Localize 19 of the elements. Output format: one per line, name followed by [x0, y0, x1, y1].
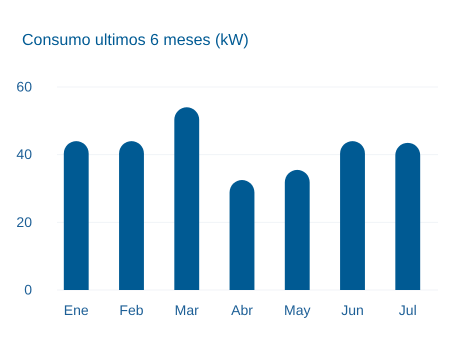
- y-tick-label: 40: [16, 146, 32, 162]
- bar: [230, 180, 254, 290]
- bar: [174, 107, 200, 290]
- y-tick-label: 0: [24, 281, 32, 298]
- x-tick-label: Jun: [341, 302, 364, 318]
- bar: [340, 141, 365, 290]
- x-tick-label: Feb: [119, 302, 144, 318]
- x-tick-label: Ene: [64, 302, 89, 318]
- x-tick-label: Jul: [398, 302, 417, 318]
- bar: [119, 141, 144, 290]
- bar: [64, 141, 89, 290]
- y-tick-label: 20: [16, 214, 32, 230]
- x-tick-label: Mar: [174, 302, 200, 318]
- x-tick-label: May: [284, 302, 310, 318]
- y-tick-label: 60: [16, 78, 32, 94]
- bar: [284, 170, 310, 290]
- bar: [395, 142, 420, 290]
- x-tick-label: Abr: [231, 302, 254, 318]
- chart-title: Consumo ultimos 6 meses (kW): [22, 32, 249, 49]
